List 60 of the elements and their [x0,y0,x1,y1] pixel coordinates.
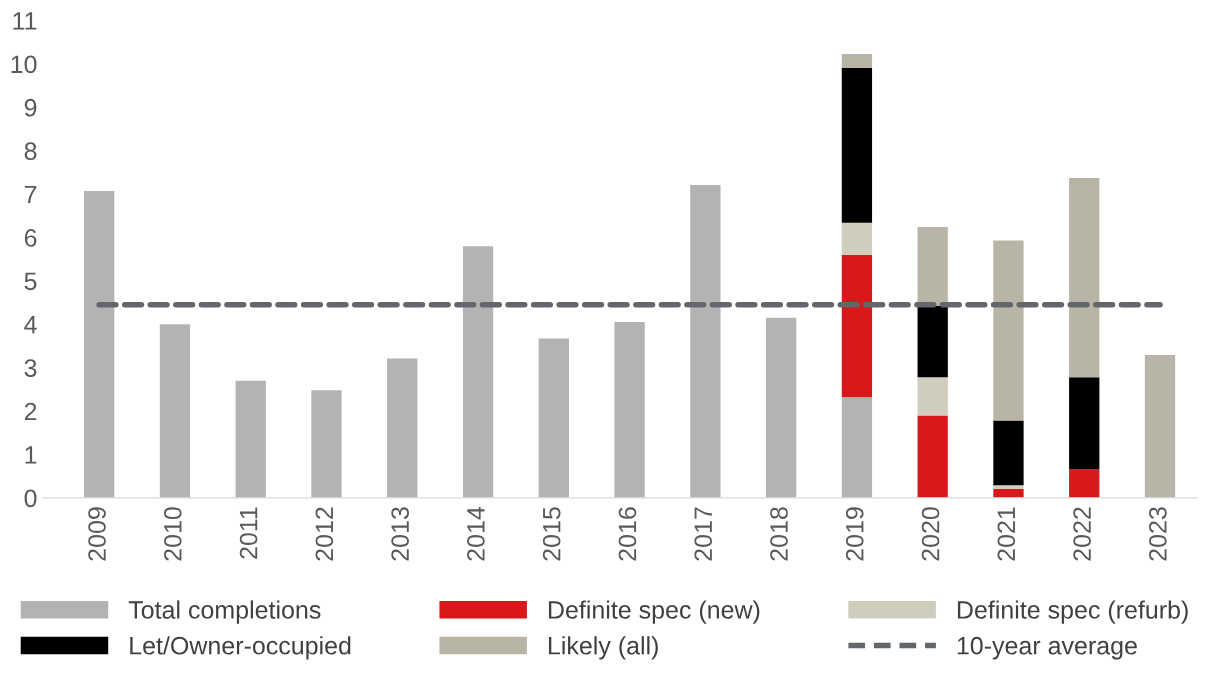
legend-label: Total completions [128,600,321,624]
bar [841,53,873,68]
y-tick-label: 5 [24,272,37,291]
bar [311,390,342,498]
bar [841,254,873,398]
y-tick-label: 9 [24,98,37,117]
y-tick-label: 8 [24,142,37,160]
x-tick-label: 2015 [542,507,561,561]
bar [765,317,797,498]
bar [538,338,569,498]
x-tick-label: 2009 [88,507,106,561]
legend-label: Definite spec (new) [548,600,760,624]
y-tick-label: 10 [11,55,37,74]
x-tick-label: 2012 [315,507,334,561]
bar [917,306,948,378]
x-tick-label: 2014 [467,506,485,561]
legend-label: 10-year average [957,636,1137,660]
bar [1144,355,1176,498]
bar [917,227,948,307]
y-tick-label: 11 [13,12,37,30]
bar [841,397,873,498]
x-tick-label: 2020 [921,507,940,561]
x-tick-label: 2011 [239,507,258,559]
bar [462,246,494,498]
bar [993,240,1024,421]
bar [614,322,645,498]
bar [993,420,1024,486]
bar [841,222,873,255]
x-tick-label: 2016 [618,507,637,561]
bar [841,67,873,223]
y-tick-label: 2 [24,402,37,421]
bar [917,377,948,416]
x-tick-label: 2019 [845,507,864,561]
bar [1069,469,1100,498]
y-tick-label: 0 [24,489,37,508]
y-tick-label: 4 [24,316,37,334]
y-tick-label: 3 [24,359,37,377]
bar [1069,377,1100,470]
bar [84,191,115,498]
x-tick-label: 2018 [770,507,788,561]
y-tick-label: 1 [25,446,37,464]
bar [917,415,948,498]
x-tick-label: 2021 [997,507,1016,561]
x-tick-label: 2023 [1149,507,1167,561]
bar [235,380,266,498]
bar [387,358,418,498]
legend-label: Likely (all) [548,636,658,660]
bar [159,324,191,498]
bar [690,184,721,498]
bar [993,488,1024,498]
legend-label: Let/Owner-occupied [130,636,351,660]
y-tick-label: 6 [24,229,37,247]
x-tick-label: 2013 [391,507,409,561]
legend-label: Definite spec (refurb) [957,600,1188,624]
bar [1069,178,1100,378]
x-tick-label: 2022 [1073,507,1091,561]
y-tick-label: 7 [24,185,37,204]
x-tick-label: 2017 [694,507,713,561]
bar [993,485,1024,489]
x-tick-label: 2010 [163,507,182,561]
